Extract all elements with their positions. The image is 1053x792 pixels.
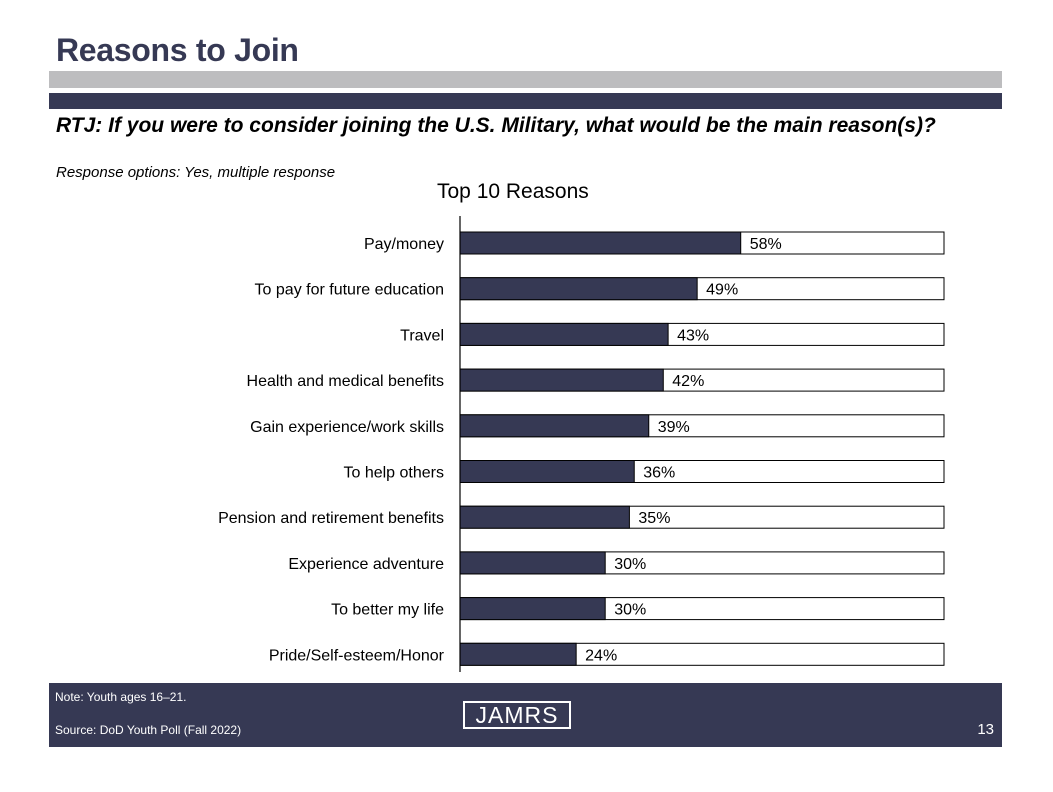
chart-title: Top 10 Reasons — [437, 180, 589, 203]
category-label: To better my life — [331, 602, 444, 619]
bar — [459, 277, 698, 301]
jamrs-logo: JAMRS — [463, 701, 571, 729]
data-label: 24% — [585, 647, 617, 664]
footer-source: Source: DoD Youth Poll (Fall 2022) — [55, 723, 242, 737]
data-label: 39% — [658, 419, 690, 436]
footer: Note: Youth ages 16–21. Source: DoD Yout… — [49, 683, 1002, 747]
category-label: Experience adventure — [288, 556, 444, 573]
bar — [459, 231, 742, 255]
category-label: Health and medical benefits — [247, 373, 444, 390]
bar — [459, 460, 635, 483]
bar — [459, 642, 577, 666]
data-label: 49% — [706, 282, 738, 299]
header-divider-gray — [49, 71, 1002, 88]
category-label: Travel — [400, 327, 444, 344]
slide-title: Reasons to Join — [56, 32, 299, 68]
bar — [459, 505, 630, 529]
bar — [459, 597, 606, 621]
bar — [459, 322, 669, 346]
category-label: Gain experience/work skills — [250, 419, 444, 436]
data-label: 35% — [638, 510, 670, 527]
bar — [459, 368, 664, 392]
bar — [459, 414, 650, 438]
category-label: Pride/Self-esteem/Honor — [269, 647, 445, 664]
header-divider-navy — [49, 93, 1002, 109]
survey-question: RTJ: If you were to consider joining the… — [56, 114, 936, 137]
category-label: To pay for future education — [255, 282, 444, 299]
bar — [459, 551, 606, 575]
data-label: 36% — [643, 465, 675, 482]
category-label: Pay/money — [364, 236, 444, 253]
data-label: 30% — [614, 556, 646, 573]
category-label: Pension and retirement benefits — [218, 510, 444, 527]
data-label: 58% — [750, 236, 782, 253]
data-label: 43% — [677, 327, 709, 344]
data-label: 42% — [672, 373, 704, 390]
response-options-note: Response options: Yes, multiple response — [56, 164, 336, 181]
data-label: 30% — [614, 602, 646, 619]
page-number: 13 — [977, 721, 994, 738]
footer-note: Note: Youth ages 16–21. — [55, 690, 187, 704]
category-label: To help others — [343, 465, 444, 482]
